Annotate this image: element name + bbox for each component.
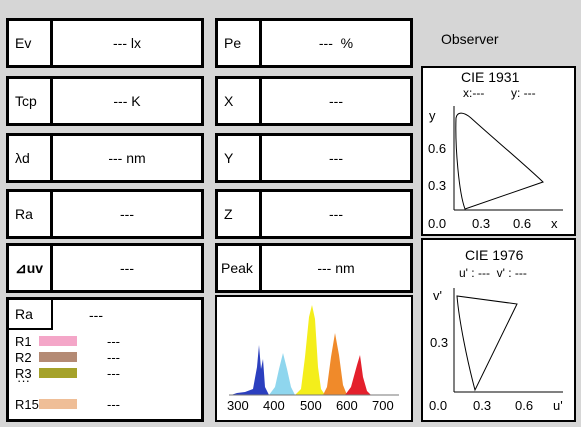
peak-value: --- nm — [317, 260, 355, 276]
duv-label: ⊿uv — [9, 246, 53, 290]
spectrum-tick-500: 500 — [300, 398, 322, 413]
cie1931-y-axis-label: y — [429, 108, 436, 123]
cie1976-xtick-0.0: 0.0 — [429, 398, 447, 413]
peak-field: Peak --- nm — [215, 243, 413, 293]
spectrum-tick-600: 600 — [336, 398, 358, 413]
tcp-value: --- K — [113, 93, 141, 109]
cie1931-locus — [455, 112, 544, 210]
spectrum-blue-peak — [231, 345, 269, 395]
ra-detail-label: Ra — [9, 300, 53, 330]
y-value: --- — [329, 150, 343, 166]
z-value: --- — [329, 206, 343, 222]
r15-label: R15 — [15, 397, 39, 412]
cie1931-y-readout: y: --- — [511, 86, 536, 100]
r3-label: R3 — [15, 366, 32, 381]
cie1976-xtick-0.3: 0.3 — [473, 398, 491, 413]
r15-swatch — [39, 399, 77, 409]
ev-field: Ev --- lx — [6, 18, 204, 68]
tcp-label: Tcp — [9, 79, 53, 123]
cie1976-y-axis-label: v' — [433, 288, 442, 303]
cie1976-x-axis-label: u' — [553, 398, 563, 413]
cie1931-xtick-0.3: 0.3 — [472, 216, 490, 231]
ra-label: Ra — [9, 192, 53, 236]
cie1976-panel[interactable]: CIE 1976 u' : --- v' : --- v' 0.3 0.0 0.… — [421, 238, 576, 422]
ev-label: Ev — [9, 21, 53, 65]
cie1976-locus — [456, 295, 518, 392]
spectrum-tick-400: 400 — [263, 398, 285, 413]
observer-label: Observer — [441, 31, 499, 47]
cie1976-ytick-0.3: 0.3 — [430, 335, 448, 350]
spectrum-yellow-peak — [295, 305, 325, 395]
r2-value: --- — [107, 350, 120, 365]
r1-value: --- — [107, 334, 120, 349]
spectrum-cyan-peak — [269, 353, 295, 395]
spectrum-panel: 300 400 500 600 700 — [215, 295, 413, 422]
cie1976-readout: u' : --- v' : --- — [459, 266, 527, 280]
tcp-field: Tcp --- K — [6, 76, 204, 126]
spectrum-chart: 300 400 500 600 700 — [227, 305, 399, 413]
cie1931-ytick-0.6: 0.6 — [428, 141, 446, 156]
ra-value: --- — [120, 206, 134, 222]
x-value: --- — [329, 93, 343, 109]
cie1931-xtick-0.6: 0.6 — [513, 216, 531, 231]
spectrum-orange-peak — [323, 333, 347, 395]
cie1976-chart: CIE 1976 u' : --- v' : --- v' 0.3 0.0 0.… — [429, 247, 563, 413]
x-label: X — [218, 79, 262, 123]
ev-value: --- lx — [113, 35, 141, 51]
cie1976-title: CIE 1976 — [465, 247, 524, 263]
r3-value: --- — [107, 366, 120, 381]
cie1931-chart: CIE 1931 x:--- y: --- y 0.6 0.3 0.0 0.3 … — [428, 69, 563, 231]
pe-label: Pe — [218, 21, 262, 65]
dominant-wavelength-label: λd — [9, 136, 53, 180]
ra-detail-value: --- — [89, 307, 103, 323]
dominant-wavelength-field: λd --- nm — [6, 133, 204, 183]
cie1931-title: CIE 1931 — [461, 69, 520, 85]
r-ellipsis: ··· — [17, 373, 30, 388]
cie1931-ytick-0.3: 0.3 — [428, 178, 446, 193]
r1-label: R1 — [15, 334, 32, 349]
duv-value: --- — [120, 260, 134, 276]
spectrum-tick-300: 300 — [227, 398, 249, 413]
r2-swatch — [39, 352, 77, 362]
pe-field: Pe --- % — [215, 18, 413, 68]
y-field: Y --- — [215, 133, 413, 183]
ra-detail-panel: Ra --- R1 --- R2 --- R3 --- ··· R15 --- — [6, 297, 204, 422]
r3-swatch — [39, 368, 77, 378]
duv-field: ⊿uv --- — [6, 243, 204, 293]
ra-field: Ra --- — [6, 189, 204, 239]
spectrum-tick-700: 700 — [372, 398, 394, 413]
pe-value: --- % — [318, 35, 354, 51]
cie1931-x-readout: x:--- — [463, 86, 484, 100]
r15-value: --- — [107, 397, 120, 412]
cie1931-ytick-0.0: 0.0 — [428, 216, 446, 231]
z-label: Z — [218, 192, 262, 236]
cie1931-panel[interactable]: CIE 1931 x:--- y: --- y 0.6 0.3 0.0 0.3 … — [421, 66, 576, 236]
peak-label: Peak — [218, 246, 262, 290]
cie1976-xtick-0.6: 0.6 — [515, 398, 533, 413]
z-field: Z --- — [215, 189, 413, 239]
r1-swatch — [39, 336, 77, 346]
spectrum-red-peak — [345, 355, 371, 395]
x-field: X --- — [215, 76, 413, 126]
dominant-wavelength-value: --- nm — [108, 150, 146, 166]
r2-label: R2 — [15, 350, 32, 365]
y-label: Y — [218, 136, 262, 180]
cie1931-x-axis-label: x — [551, 216, 558, 231]
